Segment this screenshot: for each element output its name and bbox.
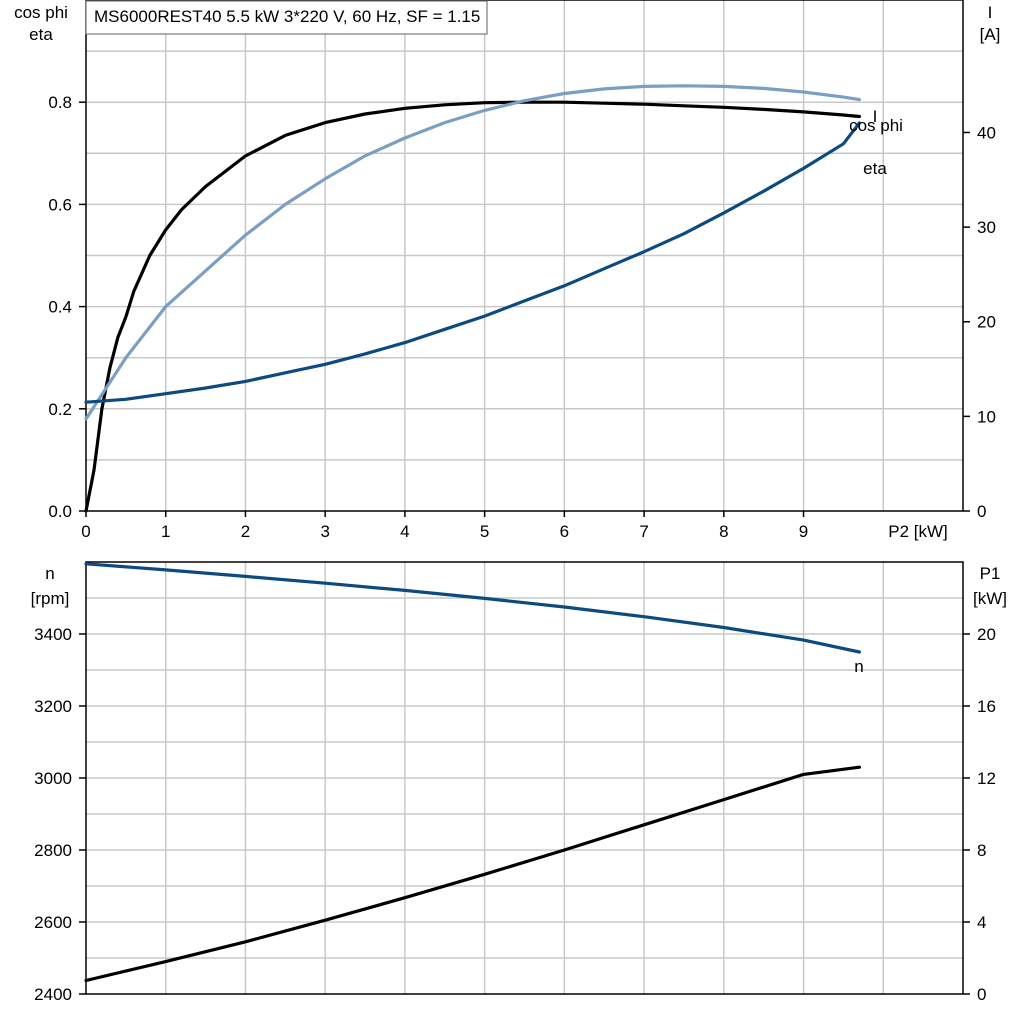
chart-title: MS6000REST40 5.5 kW 3*220 V, 60 Hz, SF =…	[94, 7, 480, 26]
panel2-right-tick-label: 12	[977, 769, 996, 788]
label-current: I	[873, 107, 878, 126]
panel1-series-i-line	[84, 121, 862, 404]
panel1-x-tick-label: 0	[81, 522, 90, 541]
panel2-right-tick-label: 0	[977, 985, 986, 1004]
panel1-left-tick-label: 0.8	[48, 93, 72, 112]
panel2-left-tick-label: 2800	[34, 841, 72, 860]
panel1-x-tick-label: 7	[639, 522, 648, 541]
chart-title-box	[85, 0, 488, 35]
panel1-x-tick-label: 3	[320, 522, 329, 541]
panel1-x-tick-label: 2	[241, 522, 250, 541]
panel1-x-tick-label: 4	[400, 522, 409, 541]
label-speed: n	[854, 657, 863, 676]
panel2-left-tick-label: 2600	[34, 913, 72, 932]
panel2-right-tick-label: 4	[977, 913, 986, 932]
panel2-right-tick-label: 20	[977, 625, 996, 644]
panel1-right-axis-label: I	[988, 3, 993, 22]
panel1-series-eta-line	[84, 100, 862, 513]
label-cos-phi: cos phi	[849, 116, 903, 135]
panel2-left-tick-label: 3400	[34, 625, 72, 644]
panel1-x-tick-label: 8	[719, 522, 728, 541]
panel1-plot-frame	[85, 0, 964, 512]
panel1-x-tick-label: 1	[161, 522, 170, 541]
panel2-series-p1-line	[84, 765, 862, 983]
panel2-left-tick-label: 2400	[34, 985, 72, 1004]
panel1-right-tick-label: 20	[977, 313, 996, 332]
panel1-series-cos-phi-line	[84, 84, 862, 421]
panel1-left-tick-label: 0.0	[48, 502, 72, 521]
label-eta: eta	[863, 159, 887, 178]
panel1-x-tick-label: 9	[799, 522, 808, 541]
panel1-left-tick-label: 0.4	[48, 298, 72, 317]
panel2-left-axis-label: n	[45, 564, 54, 583]
panel1-right-tick-label: 30	[977, 218, 996, 237]
panel1-left-tick-label: 0.2	[48, 400, 72, 419]
panel2-left-tick-label: 3000	[34, 769, 72, 788]
panel2-left-tick-label: 3200	[34, 697, 72, 716]
panel1-right-tick-label: 40	[977, 123, 996, 142]
panel1-left-axis-unit: eta	[29, 25, 53, 44]
panel2-left-axis-unit: [rpm]	[31, 589, 70, 608]
panel1-right-tick-label: 0	[977, 502, 986, 521]
panel2-right-axis-label: P1	[980, 564, 1001, 583]
panel1-left-axis-label: cos phi	[14, 3, 68, 22]
panel1-x-tick-label: 5	[480, 522, 489, 541]
panel2-right-tick-label: 16	[977, 697, 996, 716]
panel1-right-tick-label: 10	[977, 407, 996, 426]
panel2-right-axis-unit: [kW]	[973, 589, 1007, 608]
panel2-series-n-line	[84, 562, 862, 654]
panel1-left-tick-label: 0.6	[48, 195, 72, 214]
panel2-right-tick-label: 8	[977, 841, 986, 860]
panel1-x-axis-label: P2 [kW]	[888, 522, 948, 541]
panel1-right-axis-unit: [A]	[980, 25, 1001, 44]
panel1-x-tick-label: 6	[560, 522, 569, 541]
